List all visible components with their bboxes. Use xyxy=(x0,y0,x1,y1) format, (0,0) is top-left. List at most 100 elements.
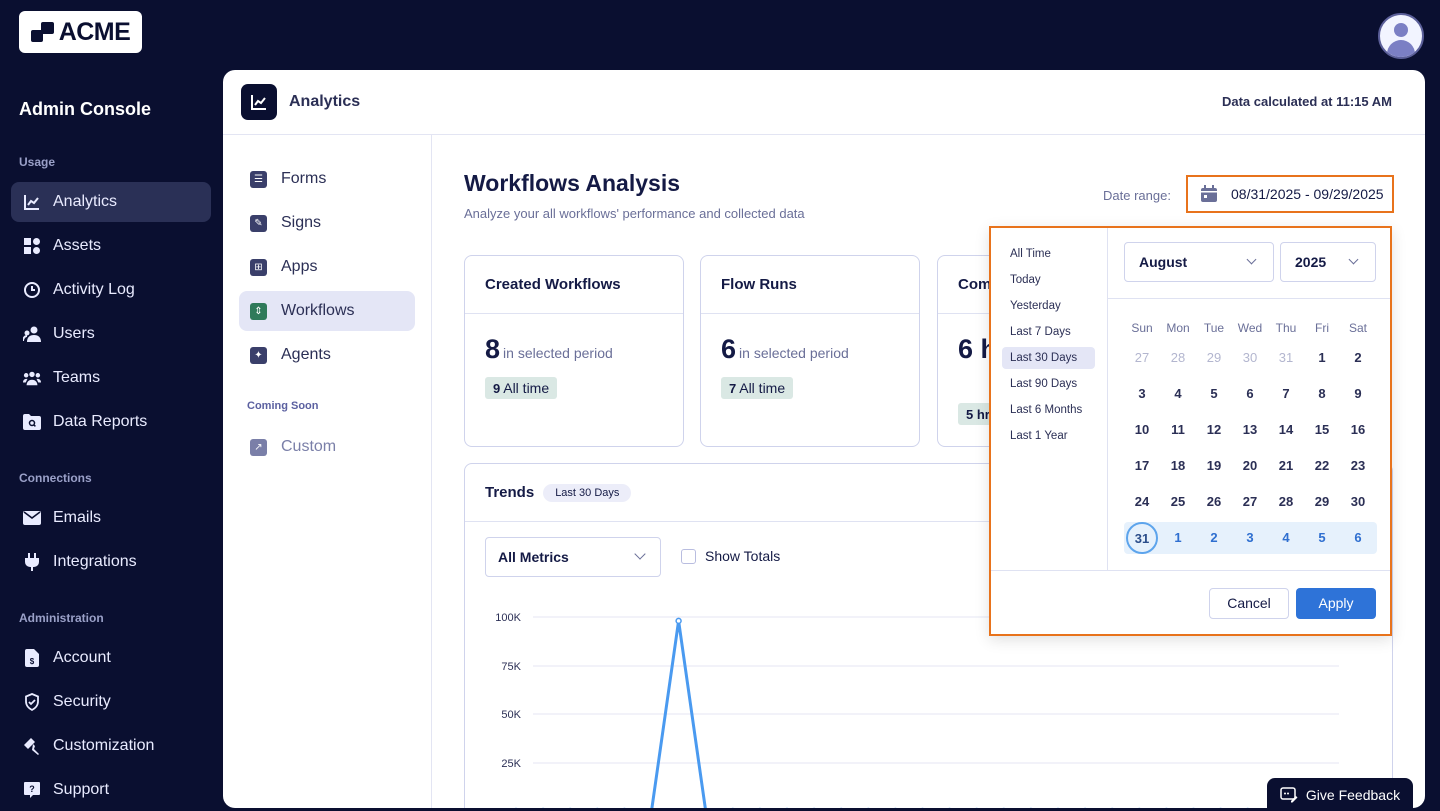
preset-last-90-days[interactable]: Last 90 Days xyxy=(1010,378,1078,390)
acme-logo[interactable]: ACME xyxy=(19,11,142,53)
user-avatar[interactable] xyxy=(1378,13,1424,59)
top-bar: Analytics Data calculated at 11:15 AM xyxy=(223,70,1425,135)
give-feedback-button[interactable]: Give Feedback xyxy=(1267,778,1413,811)
sidebar-item-data-reports[interactable]: Data Reports xyxy=(11,402,211,442)
calendar-day[interactable]: 19 xyxy=(1206,458,1222,473)
sidebar-item-account[interactable]: $ Account xyxy=(11,638,211,678)
calendar-day[interactable]: 1 xyxy=(1174,530,1182,545)
calendar-day[interactable]: 13 xyxy=(1242,422,1258,437)
calendar-day[interactable]: 30 xyxy=(1242,350,1258,365)
preset-all-time[interactable]: All Time xyxy=(1010,248,1051,260)
subnav-item-agents[interactable]: ✦ Agents xyxy=(239,335,415,375)
svg-text:$: $ xyxy=(30,657,35,666)
subnav-item-forms[interactable]: ☰ Forms xyxy=(239,159,415,199)
calendar-day[interactable]: 10 xyxy=(1134,422,1150,437)
calendar-day[interactable]: 25 xyxy=(1170,494,1186,509)
calendar-day[interactable]: 30 xyxy=(1350,494,1366,509)
preset-today[interactable]: Today xyxy=(1010,274,1041,286)
calendar-day[interactable]: 5 xyxy=(1318,530,1326,545)
subnav-item-label: Forms xyxy=(281,170,327,187)
calendar-day[interactable]: 12 xyxy=(1206,422,1222,437)
calendar-day[interactable]: 11 xyxy=(1171,422,1185,437)
calendar-day[interactable]: 3 xyxy=(1138,386,1146,401)
section-label-administration: Administration xyxy=(19,611,104,625)
metrics-select[interactable]: All Metrics xyxy=(485,537,661,577)
cancel-button[interactable]: Cancel xyxy=(1209,588,1289,619)
calendar-day[interactable]: 5 xyxy=(1210,386,1218,401)
calendar-day[interactable]: 21 xyxy=(1278,458,1294,473)
sidebar-item-assets[interactable]: Assets xyxy=(11,226,211,266)
calendar-day[interactable]: 23 xyxy=(1350,458,1366,473)
calendar-day[interactable]: 26 xyxy=(1206,494,1222,509)
calendar-day[interactable]: 4 xyxy=(1282,530,1290,545)
preset-last-30-days[interactable]: Last 30 Days xyxy=(1002,347,1095,369)
sidebar-item-integrations[interactable]: Integrations xyxy=(11,542,211,582)
calendar-day[interactable]: 15 xyxy=(1314,422,1330,437)
calendar-day[interactable]: 27 xyxy=(1134,350,1150,365)
sidebar-item-label: Assets xyxy=(53,237,102,254)
sidebar-item-emails[interactable]: Emails xyxy=(11,498,211,538)
calendar-day[interactable]: 3 xyxy=(1246,530,1254,545)
calendar-day[interactable]: 2 xyxy=(1210,530,1218,545)
checkbox-box[interactable] xyxy=(681,548,696,564)
calendar-day[interactable]: 6 xyxy=(1246,386,1254,401)
show-totals-checkbox[interactable]: Show Totals xyxy=(681,548,780,564)
sidebar-item-users[interactable]: Users xyxy=(11,314,211,354)
preset-last-7-days[interactable]: Last 7 Days xyxy=(1010,326,1071,338)
calendar-day[interactable]: 28 xyxy=(1170,350,1186,365)
weekday-label: Sat xyxy=(1348,321,1367,335)
data-point[interactable] xyxy=(675,617,682,625)
preset-last-6-months[interactable]: Last 6 Months xyxy=(1010,404,1083,416)
calendar-day[interactable]: 27 xyxy=(1242,494,1258,509)
subnav-item-signs[interactable]: ✎ Signs xyxy=(239,203,415,243)
sidebar-item-label: Users xyxy=(53,325,95,342)
calendar-day[interactable]: 22 xyxy=(1314,458,1330,473)
chevron-down-icon xyxy=(634,548,646,560)
sign-icon: ✎ xyxy=(250,214,267,232)
calendar-day[interactable]: 24 xyxy=(1134,494,1150,509)
page-subtitle: Analyze your all workflows' performance … xyxy=(464,206,805,221)
sidebar-item-teams[interactable]: Teams xyxy=(11,358,211,398)
calendar-day[interactable]: 31 xyxy=(1278,350,1294,365)
section-label-usage: Usage xyxy=(19,155,56,169)
console-title: Admin Console xyxy=(19,99,152,119)
calendar-day[interactable]: 1 xyxy=(1318,350,1326,365)
calendar-day[interactable]: 29 xyxy=(1314,494,1330,509)
teams-icon xyxy=(23,369,41,387)
weekday-label: Thu xyxy=(1275,321,1297,335)
svg-text:100K: 100K xyxy=(495,612,521,624)
subnav-item-custom: ↗ Custom xyxy=(239,427,415,467)
sidebar-item-analytics[interactable]: Analytics xyxy=(11,182,211,222)
date-range-input[interactable]: 08/31/2025 - 09/29/2025 xyxy=(1186,175,1394,213)
plug-icon xyxy=(23,553,41,571)
sidebar-item-support[interactable]: ? Support xyxy=(11,770,211,810)
apply-button[interactable]: Apply xyxy=(1296,588,1376,619)
calendar-day[interactable]: 14 xyxy=(1278,422,1294,437)
calendar-day[interactable]: 16 xyxy=(1350,422,1366,437)
year-select[interactable]: 2025 xyxy=(1280,242,1376,282)
calendar-day[interactable]: 6 xyxy=(1354,530,1362,545)
sidebar-item-security[interactable]: Security xyxy=(11,682,211,722)
calendar-day[interactable]: 20 xyxy=(1242,458,1258,473)
calendar-day[interactable]: 28 xyxy=(1278,494,1294,509)
calendar-day[interactable]: 9 xyxy=(1354,386,1362,401)
month-select[interactable]: August xyxy=(1124,242,1274,282)
calendar-day[interactable]: 18 xyxy=(1170,458,1186,473)
sidebar-item-activity-log[interactable]: Activity Log xyxy=(11,270,211,310)
weekday-label: Tue xyxy=(1203,321,1225,335)
calendar-day[interactable]: 8 xyxy=(1318,386,1326,401)
subnav-item-apps[interactable]: ⊞ Apps xyxy=(239,247,415,287)
sidebar-item-customization[interactable]: Customization xyxy=(11,726,211,766)
calendar-day-selected-start[interactable]: 31 xyxy=(1124,522,1160,554)
calendar-day[interactable]: 2 xyxy=(1354,350,1362,365)
calendar-day[interactable]: 17 xyxy=(1134,458,1150,473)
calendar-day[interactable]: 4 xyxy=(1174,386,1182,401)
calendar-day[interactable]: 29 xyxy=(1206,350,1222,365)
preset-last-1-year[interactable]: Last 1 Year xyxy=(1010,430,1068,442)
subnav-item-workflows[interactable]: ⇕ Workflows xyxy=(239,291,415,331)
subnav-item-label: Agents xyxy=(281,346,331,363)
calendar-day[interactable]: 7 xyxy=(1282,386,1290,401)
preset-yesterday[interactable]: Yesterday xyxy=(1010,300,1061,312)
subnav-item-label: Apps xyxy=(281,258,318,275)
